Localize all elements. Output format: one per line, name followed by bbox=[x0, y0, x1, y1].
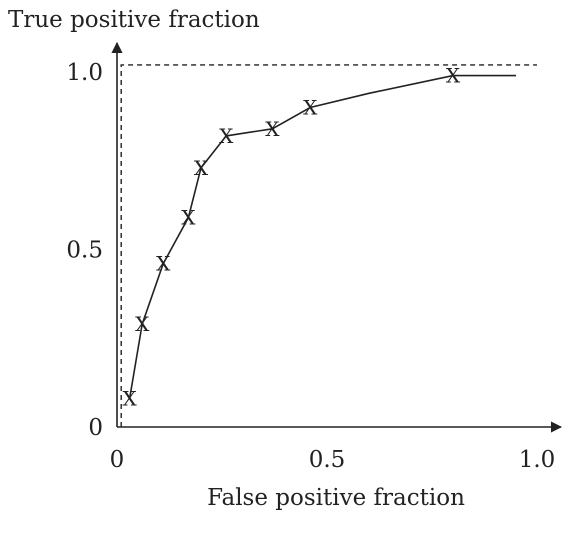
tick-labels: 0 0.5 1.0 0 0.5 1.0 bbox=[66, 60, 555, 473]
data-point-marker: X bbox=[181, 206, 196, 230]
data-point-marker: X bbox=[219, 124, 234, 148]
reference-line bbox=[120, 64, 537, 427]
reference-lines bbox=[120, 64, 537, 427]
x-tick-label: 1.0 bbox=[519, 447, 556, 473]
x-tick-label: 0.5 bbox=[309, 447, 346, 473]
y-axis-label: True positive fraction bbox=[8, 7, 260, 33]
y-tick-label: 1.0 bbox=[66, 60, 103, 86]
data-point-marker: X bbox=[156, 252, 171, 276]
y-tick-label: 0 bbox=[88, 415, 103, 441]
data-point-marker: X bbox=[135, 312, 150, 336]
data-point-marker: X bbox=[265, 117, 280, 141]
data-point-marker: X bbox=[446, 64, 461, 88]
data-point-marker: X bbox=[303, 96, 318, 120]
x-axis-label: False positive fraction bbox=[207, 485, 465, 511]
y-tick-label: 0.5 bbox=[66, 238, 103, 264]
data-point-marker: X bbox=[122, 387, 137, 411]
data-point-marker: X bbox=[194, 156, 209, 180]
x-tick-label: 0 bbox=[110, 447, 125, 473]
series-line bbox=[128, 74, 516, 399]
